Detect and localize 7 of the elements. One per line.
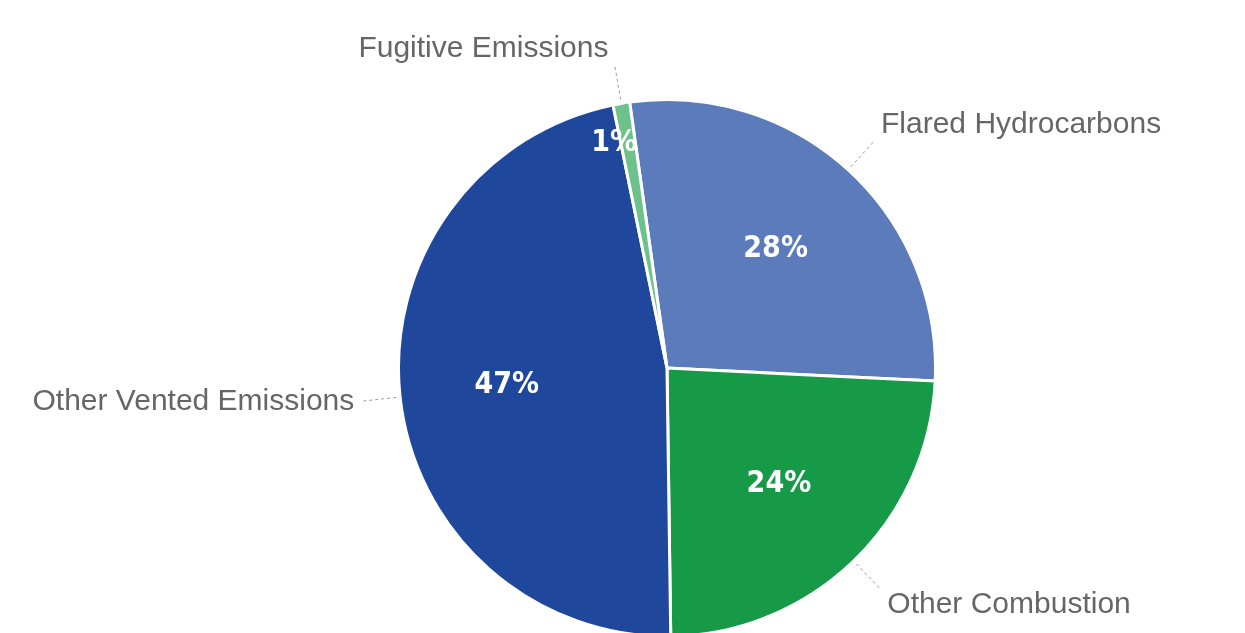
slice-label: Flared Hydrocarbons <box>881 106 1162 140</box>
slice-label: Other Combustion <box>887 586 1131 620</box>
data-label: 28% <box>743 228 808 264</box>
data-label: 24% <box>746 463 812 499</box>
data-label: 47% <box>474 365 540 401</box>
slice-label: Other Vented Emissions <box>32 382 355 416</box>
slice-label: Fugitive Emissions <box>358 30 609 64</box>
